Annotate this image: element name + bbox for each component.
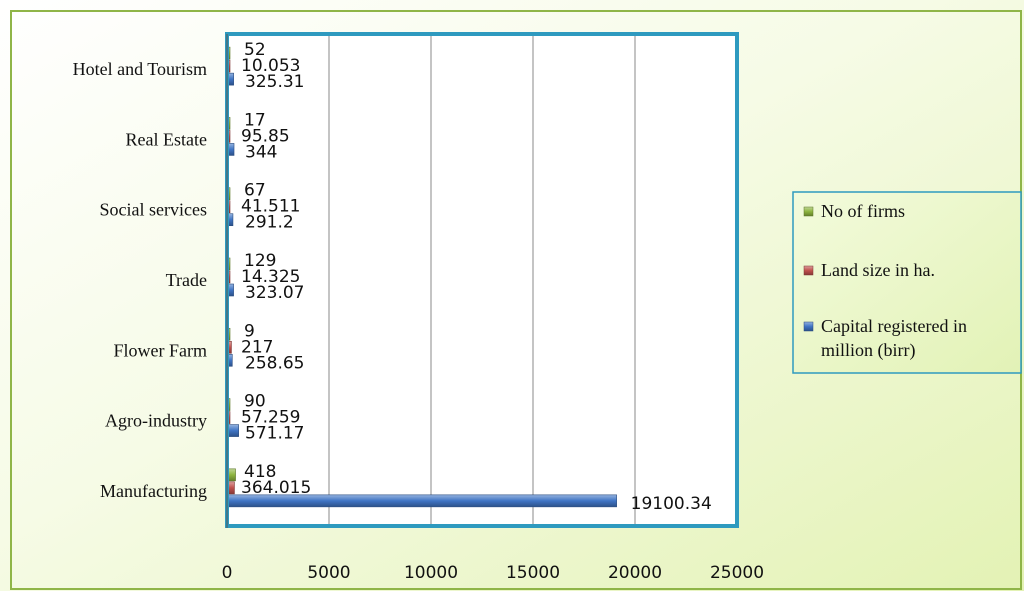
data-label: 10.053 <box>241 56 300 76</box>
data-label: 90 <box>244 392 266 412</box>
category-label: Hotel and Tourism <box>73 59 207 79</box>
data-label: 344 <box>245 142 277 162</box>
category-label: Real Estate <box>126 129 207 149</box>
data-label: 418 <box>244 462 276 482</box>
data-label: 364.015 <box>241 478 311 498</box>
legend-swatch <box>803 265 814 276</box>
data-label: 52 <box>244 40 266 60</box>
legend-swatch <box>803 321 814 332</box>
data-label: 17 <box>244 110 266 130</box>
legend-label: Land size in ha. <box>821 260 935 280</box>
x-tick-label: 10000 <box>404 563 458 583</box>
legend-box <box>792 191 1022 374</box>
data-label: 41.511 <box>241 197 300 217</box>
legend-label: million (birr) <box>821 340 915 361</box>
category-label: Agro-industry <box>105 411 207 431</box>
category-label: Social services <box>100 200 207 220</box>
plot-area <box>227 34 737 526</box>
x-tick-label: 25000 <box>710 563 764 583</box>
data-label: 57.259 <box>241 408 300 428</box>
legend-swatch <box>803 206 814 217</box>
data-label: 95.85 <box>241 126 290 146</box>
legend-label: Capital registered in <box>821 316 967 336</box>
data-label: 129 <box>244 251 276 271</box>
data-label: 217 <box>241 337 273 357</box>
data-label: 325.31 <box>245 72 304 92</box>
x-tick-label: 15000 <box>506 563 560 583</box>
category-label: Trade <box>166 270 207 290</box>
gridlines <box>328 34 636 526</box>
data-label: 14.325 <box>241 267 300 287</box>
x-tick-label: 5000 <box>307 563 350 583</box>
legend-label: No of firms <box>821 201 905 221</box>
data-label: 258.65 <box>245 353 304 373</box>
data-label: 571.17 <box>245 424 304 444</box>
data-label: 9 <box>244 321 255 341</box>
data-label: 19100.34 <box>631 494 712 514</box>
data-label: 67 <box>244 181 266 201</box>
data-label: 323.07 <box>245 283 304 303</box>
category-label: Manufacturing <box>100 481 207 501</box>
category-label: Flower Farm <box>114 340 208 360</box>
category-labels: Manufacturing Agro-industry Flower Farm Tra… <box>73 59 207 501</box>
x-tick-label: 0 <box>222 563 233 583</box>
legend: No of firms Land size in ha. Capital regis… <box>792 191 1022 374</box>
data-label: 291.2 <box>245 213 294 233</box>
x-tick-labels: 0 5000 10000 15000 20000 25000 <box>222 563 764 583</box>
x-tick-label: 20000 <box>608 563 662 583</box>
